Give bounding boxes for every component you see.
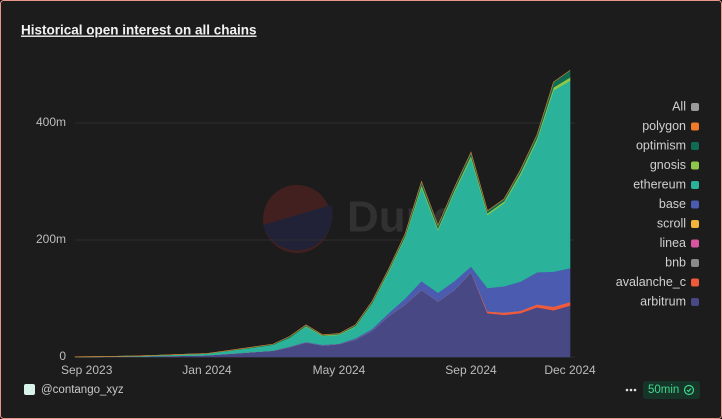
x-tick-label: May 2024 <box>313 363 366 377</box>
legend-swatch <box>691 103 699 111</box>
legend-label: linea <box>660 236 686 250</box>
legend-label: optimism <box>636 138 686 152</box>
refresh-time: 50min <box>648 384 679 396</box>
legend-swatch <box>691 259 699 267</box>
y-tick-label: 400m <box>36 115 66 129</box>
legend-swatch <box>691 278 699 287</box>
x-tick-label: Dec 2024 <box>544 363 596 377</box>
area-polygon <box>74 70 571 358</box>
legend-swatch <box>691 142 699 150</box>
y-tick-label: 0 <box>59 349 66 363</box>
legend-label: gnosis <box>650 158 686 172</box>
legend-label: ethereum <box>633 177 686 191</box>
legend-label: All <box>672 99 686 113</box>
x-tick-label: Sep 2024 <box>445 363 497 377</box>
legend-swatch <box>691 181 699 189</box>
y-tick-label: 200m <box>36 232 66 246</box>
x-tick-label: Sep 2023 <box>61 363 113 377</box>
legend-swatch <box>691 298 699 306</box>
more-menu[interactable] <box>625 388 637 392</box>
chart-title[interactable]: Historical open interest on all chains <box>21 23 257 38</box>
refresh-check-mark <box>686 388 692 393</box>
refresh-check <box>683 384 695 396</box>
plot: 0 200m 400m Sep 2023 Jan 2024 May 2024 Sep 202… <box>36 69 699 377</box>
legend-label: polygon <box>642 119 686 133</box>
watermark-logo <box>263 185 331 253</box>
x-tick-label: Jan 2024 <box>182 363 232 377</box>
legend-swatch <box>691 161 699 170</box>
legend-swatch <box>691 220 699 228</box>
footer: @contango_xyz 50min <box>24 381 700 399</box>
legend-label: arbitrum <box>640 294 686 308</box>
legend-swatch <box>691 200 699 209</box>
refresh-badge[interactable] <box>643 381 700 399</box>
legend-label: avalanche_c <box>616 275 686 289</box>
legend-label: bnb <box>665 255 686 269</box>
watermark-logo-shade <box>263 205 333 251</box>
legend-swatch <box>691 122 699 131</box>
legend-label: scroll <box>657 216 686 230</box>
author-avatar <box>24 384 35 395</box>
legend-swatch <box>691 239 699 248</box>
author[interactable]: @contango_xyz <box>41 384 124 396</box>
legend-label: base <box>659 197 686 211</box>
